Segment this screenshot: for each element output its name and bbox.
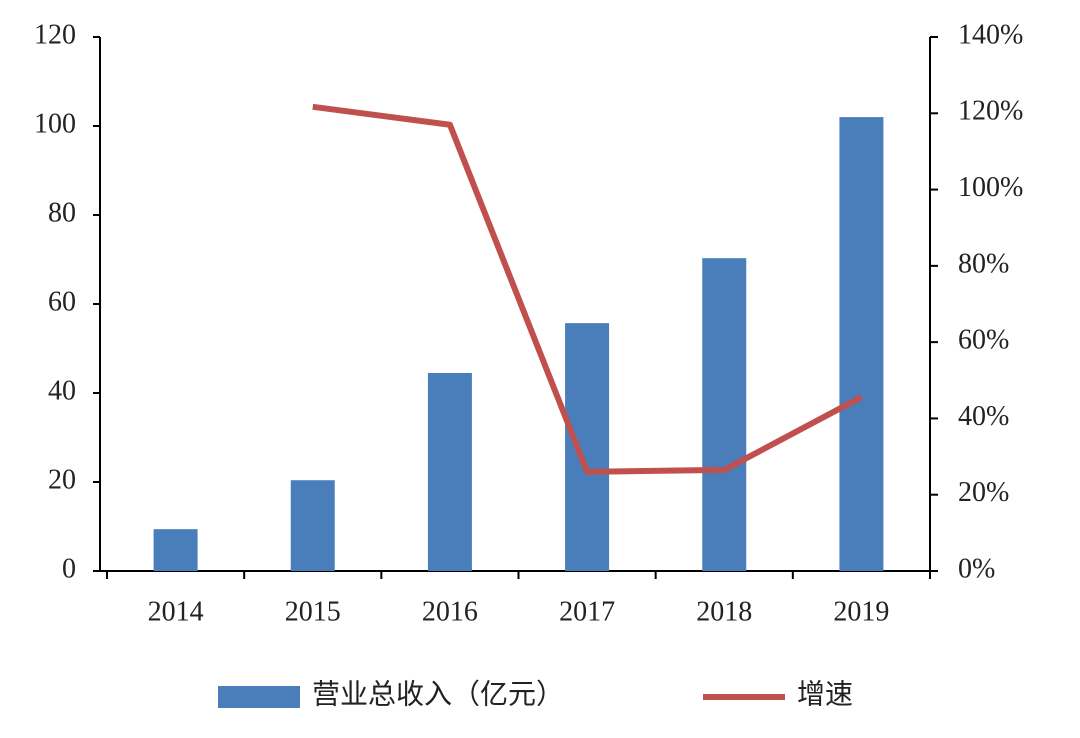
x-tick-label: 2017 (559, 596, 615, 627)
bar (290, 480, 335, 571)
y2-tick-label: 80% (958, 248, 1009, 279)
y2-tick-label: 40% (958, 401, 1009, 432)
x-tick-label: 2016 (422, 596, 478, 627)
y-tick-label: 0 (62, 553, 76, 584)
legend-swatch (218, 686, 300, 708)
x-tick-label: 2019 (833, 596, 889, 627)
y2-tick-label: 100% (958, 172, 1023, 203)
y-tick-label: 40 (48, 375, 76, 406)
legend-label: 增速 (797, 678, 853, 710)
y-tick-label: 100 (34, 108, 76, 139)
bar (427, 372, 472, 571)
y2-tick-label: 140% (958, 19, 1023, 50)
bar (565, 323, 610, 571)
y2-tick-label: 120% (958, 96, 1023, 127)
x-tick-label: 2014 (148, 596, 204, 627)
bar (702, 258, 747, 571)
bar (153, 529, 198, 571)
line (312, 103, 863, 475)
y-tick-label: 80 (48, 197, 76, 228)
y2-tick-label: 20% (958, 477, 1009, 508)
x-tick-label: 2015 (285, 596, 341, 627)
y2-tick-label: 60% (958, 325, 1009, 356)
bar (839, 117, 884, 571)
y2-tick-label: 0% (958, 553, 995, 584)
y-tick-label: 60 (48, 286, 76, 317)
y-tick-label: 20 (48, 464, 76, 495)
x-tick-label: 2018 (696, 596, 752, 627)
y-tick-label: 120 (34, 19, 76, 50)
legend-label: 营业总收入（亿元） (312, 678, 564, 710)
